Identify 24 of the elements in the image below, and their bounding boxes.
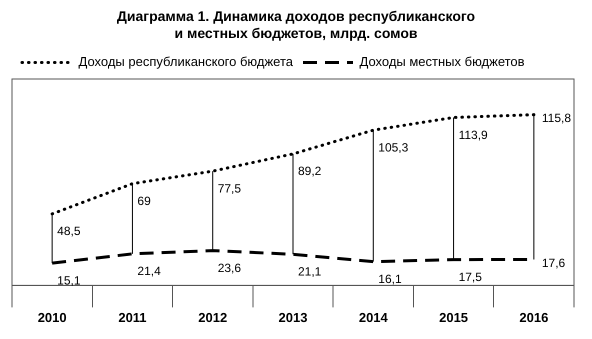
legend-label: Доходы местных бюджетов — [360, 54, 525, 70]
data-label: 48,5 — [57, 224, 81, 238]
data-label: 115,8 — [542, 110, 572, 125]
data-label: 105,3 — [378, 140, 409, 154]
data-label: 21,1 — [298, 264, 322, 279]
data-label: 17,5 — [458, 270, 482, 284]
x-tick-label: 2013 — [278, 310, 308, 325]
data-label: 113,9 — [458, 128, 488, 142]
data-label: 16,1 — [378, 272, 402, 286]
data-label: 17,6 — [542, 256, 566, 270]
x-tick-label: 2014 — [358, 310, 389, 325]
data-label: 77,5 — [218, 181, 242, 196]
data-label: 69 — [137, 194, 152, 208]
legend-label: Доходы республиканского бюджета — [78, 54, 294, 70]
x-tick-label: 2010 — [38, 310, 67, 325]
x-tick-label: 2011 — [118, 310, 147, 325]
chart-title: Диаграмма 1. Динамика доходов республиканского и местных бюджетов, млрд. сомов — [116, 8, 476, 42]
data-label: 15,1 — [57, 273, 81, 288]
x-tick-label: 2016 — [519, 310, 548, 325]
x-tick-label: 2015 — [439, 310, 468, 325]
x-tick-label: 2012 — [198, 310, 228, 325]
data-label: 23,6 — [218, 260, 242, 275]
data-label: 89,2 — [298, 164, 322, 178]
data-label: 21,4 — [137, 264, 162, 278]
